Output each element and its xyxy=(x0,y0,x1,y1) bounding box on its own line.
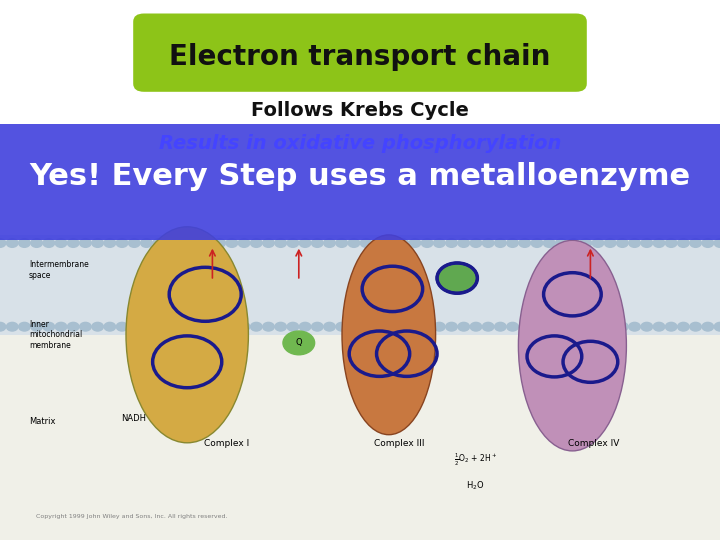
Circle shape xyxy=(80,239,91,247)
Circle shape xyxy=(409,239,420,247)
Circle shape xyxy=(128,239,140,247)
Circle shape xyxy=(360,239,372,247)
Circle shape xyxy=(0,239,6,247)
Circle shape xyxy=(653,239,665,247)
Circle shape xyxy=(263,239,274,247)
Ellipse shape xyxy=(518,240,626,451)
Circle shape xyxy=(300,322,311,331)
Circle shape xyxy=(421,239,433,247)
Circle shape xyxy=(140,322,152,331)
Circle shape xyxy=(312,322,323,331)
Circle shape xyxy=(202,322,213,331)
Circle shape xyxy=(495,239,506,247)
Circle shape xyxy=(116,239,127,247)
Circle shape xyxy=(580,239,592,247)
Circle shape xyxy=(80,322,91,331)
Ellipse shape xyxy=(126,227,248,443)
Circle shape xyxy=(507,239,518,247)
Circle shape xyxy=(153,239,164,247)
Circle shape xyxy=(214,239,225,247)
Circle shape xyxy=(300,239,311,247)
Circle shape xyxy=(629,322,640,331)
Circle shape xyxy=(312,239,323,247)
Circle shape xyxy=(507,322,518,331)
FancyBboxPatch shape xyxy=(0,240,720,540)
Circle shape xyxy=(251,322,262,331)
Circle shape xyxy=(55,239,67,247)
Circle shape xyxy=(568,239,580,247)
Circle shape xyxy=(653,322,665,331)
Circle shape xyxy=(116,322,127,331)
Circle shape xyxy=(275,239,287,247)
Circle shape xyxy=(470,322,482,331)
Text: Inner
mitochondrial
membrane: Inner mitochondrial membrane xyxy=(29,320,82,350)
Circle shape xyxy=(336,322,348,331)
Circle shape xyxy=(336,239,348,247)
Circle shape xyxy=(214,322,225,331)
Circle shape xyxy=(372,322,384,331)
Circle shape xyxy=(397,239,408,247)
Ellipse shape xyxy=(342,235,436,435)
Circle shape xyxy=(580,322,592,331)
Circle shape xyxy=(519,239,531,247)
FancyBboxPatch shape xyxy=(0,124,720,240)
Circle shape xyxy=(324,322,336,331)
Circle shape xyxy=(556,239,567,247)
Circle shape xyxy=(384,239,396,247)
Circle shape xyxy=(104,322,116,331)
Circle shape xyxy=(140,239,152,247)
Circle shape xyxy=(238,239,250,247)
Circle shape xyxy=(360,322,372,331)
Circle shape xyxy=(604,239,616,247)
Circle shape xyxy=(104,239,116,247)
Text: Yes! Every Step uses a metalloenzyme: Yes! Every Step uses a metalloenzyme xyxy=(30,162,690,191)
Circle shape xyxy=(593,239,604,247)
Text: Copyright 1999 John Wiley and Sons, Inc. All rights reserved.: Copyright 1999 John Wiley and Sons, Inc.… xyxy=(36,515,228,519)
Circle shape xyxy=(348,322,360,331)
Circle shape xyxy=(92,239,104,247)
Circle shape xyxy=(177,239,189,247)
Circle shape xyxy=(283,331,315,355)
Circle shape xyxy=(68,239,79,247)
Circle shape xyxy=(55,322,67,331)
Circle shape xyxy=(128,322,140,331)
Circle shape xyxy=(531,239,543,247)
Text: Results in oxidative phosphorylation: Results in oxidative phosphorylation xyxy=(159,133,561,153)
Circle shape xyxy=(616,239,628,247)
Circle shape xyxy=(263,322,274,331)
Circle shape xyxy=(714,322,720,331)
Circle shape xyxy=(189,322,201,331)
Circle shape xyxy=(629,239,640,247)
Circle shape xyxy=(458,239,469,247)
Circle shape xyxy=(287,322,299,331)
Circle shape xyxy=(19,239,30,247)
Circle shape xyxy=(495,322,506,331)
Circle shape xyxy=(665,239,677,247)
Circle shape xyxy=(568,322,580,331)
Text: Q: Q xyxy=(295,339,302,347)
Circle shape xyxy=(433,239,445,247)
Circle shape xyxy=(43,322,55,331)
Circle shape xyxy=(384,322,396,331)
Circle shape xyxy=(604,322,616,331)
Circle shape xyxy=(616,322,628,331)
Circle shape xyxy=(702,322,714,331)
Circle shape xyxy=(397,322,408,331)
Circle shape xyxy=(177,322,189,331)
Circle shape xyxy=(437,263,477,293)
Circle shape xyxy=(409,322,420,331)
Circle shape xyxy=(31,239,42,247)
Circle shape xyxy=(6,322,18,331)
Text: Electron transport chain: Electron transport chain xyxy=(169,43,551,71)
Text: NADH: NADH xyxy=(121,414,145,423)
Circle shape xyxy=(458,322,469,331)
Circle shape xyxy=(165,239,176,247)
FancyBboxPatch shape xyxy=(0,235,720,335)
Circle shape xyxy=(433,322,445,331)
Circle shape xyxy=(482,322,494,331)
Circle shape xyxy=(641,322,652,331)
Circle shape xyxy=(68,322,79,331)
Circle shape xyxy=(556,322,567,331)
Circle shape xyxy=(92,322,104,331)
